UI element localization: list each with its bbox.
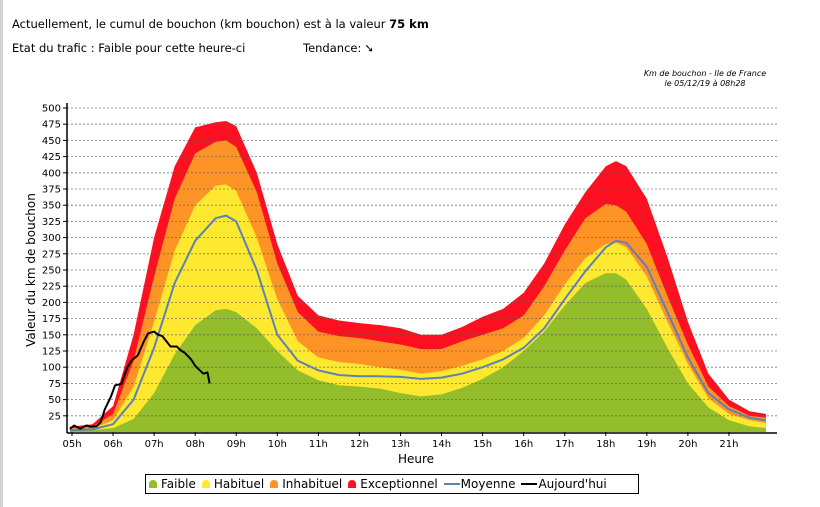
legend-item: Aujourd'hui [521, 477, 607, 491]
y-tick-label: 425 [42, 152, 61, 163]
chart-title: Km de bouchon - Ile de France [643, 69, 767, 78]
y-tick-label: 100 [42, 363, 61, 374]
legend-label: Habituel [213, 477, 265, 491]
legend-swatch-icon [149, 480, 157, 488]
x-tick-label: 05h [62, 439, 81, 450]
y-tick-label: 375 [42, 185, 61, 196]
legend-swatch-icon [201, 480, 210, 488]
y-tick-label: 25 [48, 411, 61, 422]
x-tick-label: 09h [227, 439, 246, 450]
x-tick-label: 12h [350, 439, 369, 450]
x-tick-label: 06h [104, 439, 123, 450]
legend-swatch-icon [270, 480, 279, 488]
x-axis-label: Heure [398, 452, 434, 466]
page-left-border [0, 0, 3, 507]
x-tick-label: 13h [391, 439, 410, 450]
trend: Tendance: ➘ [303, 41, 374, 55]
y-tick-label: 450 [42, 136, 61, 147]
y-tick-label: 225 [42, 282, 61, 293]
legend-label: Aujourd'hui [538, 477, 607, 491]
y-tick-label: 125 [42, 347, 61, 358]
legend-item: Faible [149, 477, 196, 491]
legend-item: Exceptionnel [348, 477, 438, 491]
legend-line-icon [521, 483, 538, 485]
y-tick-label: 325 [42, 217, 61, 228]
x-tick-label: 16h [514, 439, 533, 450]
x-tick-label: 07h [145, 439, 164, 450]
x-tick-label: 11h [309, 439, 328, 450]
line-moyenne [69, 214, 767, 432]
x-tick-label: 08h [186, 439, 205, 450]
legend-label: Moyenne [460, 477, 516, 491]
x-tick-label: 17h [555, 439, 574, 450]
y-tick-label: 500 [42, 104, 61, 115]
y-tick-label: 275 [42, 249, 61, 260]
legend-swatch-icon [348, 480, 357, 488]
y-tick-label: 50 [48, 395, 61, 406]
x-tick-label: 19h [637, 439, 656, 450]
current-value: 75 km [389, 17, 429, 31]
line-aujourd-hui [69, 330, 211, 430]
legend-label: Inhabituel [282, 477, 343, 491]
y-tick-label: 475 [42, 120, 61, 131]
y-tick-label: 175 [42, 314, 61, 325]
x-tick-label: 14h [432, 439, 451, 450]
chart-stamp: Km de bouchon - Ile de France le 05/12/1… [600, 69, 810, 89]
x-tick-label: 20h [678, 439, 697, 450]
current-value-prefix: Actuellement, le cumul de bouchon (km bo… [12, 17, 390, 31]
arrow-down-right-icon: ➘ [364, 41, 374, 55]
y-tick-label: 300 [42, 233, 61, 244]
legend-item: Inhabituel [270, 477, 342, 491]
y-tick-label: 150 [42, 330, 61, 341]
legend-label: Faible [161, 477, 196, 491]
x-tick-label: 21h [719, 439, 738, 450]
x-tick-label: 10h [268, 439, 287, 450]
y-tick-label: 75 [48, 379, 61, 390]
area-faible [69, 273, 766, 432]
legend-item: Habituel [201, 477, 265, 491]
legend: Faible Habituel Inhabituel Exceptionnel Moye… [145, 474, 639, 494]
current-value-text: Actuellement, le cumul de bouchon (km bo… [12, 17, 429, 31]
legend-label: Exceptionnel [360, 477, 438, 491]
x-tick-label: 18h [596, 439, 615, 450]
chart-subtitle: le 05/12/19 à 08h28 [664, 79, 746, 88]
trend-label: Tendance: [303, 41, 362, 55]
y-tick-label: 400 [42, 168, 61, 179]
y-tick-label: 350 [42, 201, 61, 212]
legend-item: Moyenne [443, 477, 516, 491]
y-tick-label: 250 [42, 266, 61, 277]
x-tick-label: 15h [473, 439, 492, 450]
y-tick-label: 200 [42, 298, 61, 309]
y-axis-label: Valeur du km de bouchon [24, 193, 38, 347]
traffic-status: Etat du trafic : Faible pour cette heure… [12, 41, 246, 55]
legend-line-icon [443, 483, 460, 485]
